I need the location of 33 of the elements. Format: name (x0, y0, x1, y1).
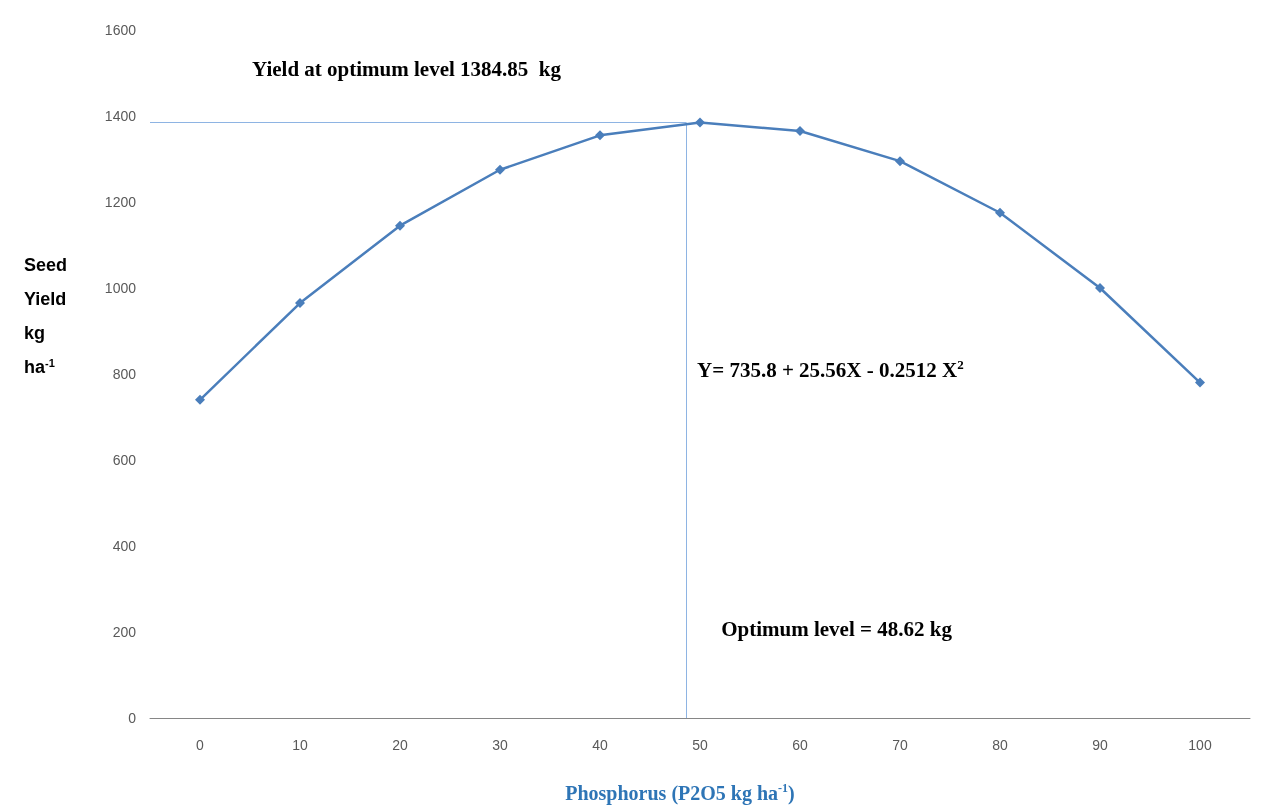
x-tick-label: 80 (992, 737, 1008, 753)
point (1095, 283, 1105, 293)
y-tick-label: 400 (112, 538, 137, 554)
point (995, 207, 1005, 218)
point (295, 298, 305, 309)
point (195, 394, 205, 405)
x-tick-label: 10 (292, 737, 308, 753)
ref-line-label: Optimum level = 48.62 kg (721, 616, 953, 641)
point (695, 117, 705, 128)
point (395, 220, 405, 231)
ref-line-label: Yield at optimum level 1384.85 kg (252, 56, 562, 81)
y-tick-label: 0 (128, 710, 137, 726)
x-tick-label: 30 (492, 737, 508, 753)
y-tick-label: 800 (112, 366, 137, 382)
x-tick-label: 100 (1188, 737, 1212, 753)
y-tick-label: 1400 (104, 108, 137, 124)
x-tick-label: 0 (196, 737, 205, 753)
point (495, 164, 505, 175)
x-tick-label: 40 (592, 737, 608, 753)
y-tick-label: 1000 (104, 280, 137, 296)
x-tick-label: 50 (692, 737, 708, 753)
point (1195, 377, 1205, 388)
y-tick-label: 1600 (104, 22, 137, 38)
point (595, 130, 605, 141)
x-tick-label: 90 (1092, 737, 1108, 753)
point (895, 156, 905, 167)
y-tick-label: 600 (112, 452, 137, 468)
x-tick-label: 70 (892, 737, 908, 753)
x-tick-label: 20 (392, 737, 408, 753)
point (795, 126, 805, 137)
y-tick-label: 1200 (104, 194, 137, 210)
x-tick-label: 60 (792, 737, 808, 753)
y-tick-label: 200 (112, 624, 137, 640)
